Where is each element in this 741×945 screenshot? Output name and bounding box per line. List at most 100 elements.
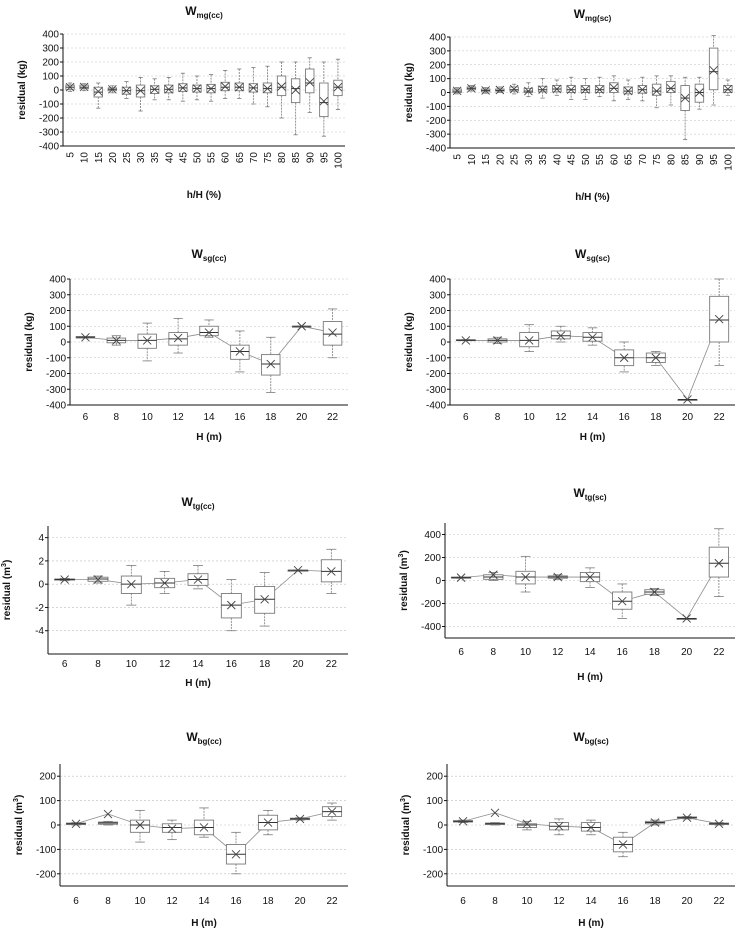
box-90 [694, 76, 705, 110]
chart-title: Wsg(cc) [192, 247, 227, 263]
x-tick-label: 6 [83, 412, 89, 423]
box-iqr [594, 85, 605, 93]
box-60 [220, 70, 230, 99]
y-tick-label: -200 [421, 599, 441, 610]
mean-marker-b [521, 572, 530, 582]
mean-marker-b [260, 594, 269, 604]
y-tick-label: 0 [437, 821, 443, 832]
mean-marker-b [71, 819, 81, 829]
chart-title-main: W [574, 7, 586, 21]
y-tick-label: 100 [426, 796, 443, 807]
box-15 [93, 82, 103, 109]
box-35 [537, 78, 548, 99]
y-tick-label: -300 [426, 385, 446, 396]
box-70 [248, 67, 259, 105]
chart-title-main: W [575, 247, 587, 261]
x-tick-label: 6 [463, 412, 469, 423]
box-16 [612, 831, 634, 858]
mean-marker-b [305, 77, 315, 87]
box-iqr [290, 78, 301, 104]
mean-marker-b [595, 85, 604, 95]
y-axis-label: residual (m3) [13, 795, 25, 856]
y-tick-label: 400 [429, 33, 446, 44]
mean-marker-b [509, 84, 519, 94]
y-tick-label: 400 [429, 275, 446, 286]
box-iqr [230, 344, 250, 360]
box-14 [187, 565, 209, 590]
box-20 [291, 321, 312, 331]
box-60 [609, 75, 619, 102]
x-tick-label: 40 [164, 152, 175, 164]
x-tick-label: 15 [94, 152, 105, 164]
x-tick-label: 75 [263, 152, 274, 164]
x-tick-label: 8 [105, 896, 111, 907]
y-axis-label-text: residual (kg) [17, 60, 28, 119]
mean-marker-b [178, 83, 188, 93]
mean-marker-b [682, 614, 691, 623]
x-tick-label: 22 [326, 896, 338, 907]
mean-marker-b [467, 84, 476, 93]
box-iqr [708, 546, 730, 578]
mean-marker-b [650, 587, 659, 597]
mean-marker-b [552, 84, 562, 94]
x-tick-label: 6 [460, 896, 466, 907]
y-tick-label: -200 [36, 869, 56, 880]
box-40 [164, 77, 174, 101]
box-22 [321, 802, 343, 821]
y-axis-label-text: residual (m [399, 557, 410, 610]
box-10 [515, 555, 536, 593]
x-tick-label: 50 [192, 152, 203, 164]
mean-marker-b [167, 824, 177, 833]
x-tick-label: 20 [292, 659, 304, 670]
mean-marker-b [291, 85, 300, 95]
box-75 [262, 65, 273, 108]
x-tick-label: 100 [723, 154, 734, 171]
box-16 [225, 831, 247, 875]
mean-marker-b [619, 353, 629, 363]
x-tick-label: 6 [458, 647, 464, 658]
mean-marker-b [277, 82, 286, 91]
y-axis-label-superscript: 3 [1, 563, 8, 567]
x-tick-label: 15 [481, 154, 492, 166]
box-8 [87, 575, 109, 584]
chart-title-subscript: sg(sc) [586, 254, 610, 263]
x-tick-label: 10 [126, 659, 138, 670]
y-axis-label-close: ) [2, 560, 13, 563]
mean-marker-b [160, 578, 169, 588]
box-50 [192, 75, 202, 101]
box-20 [287, 565, 309, 575]
x-tick-label: 45 [178, 152, 189, 164]
y-tick-label: 400 [49, 275, 66, 286]
x-tick-label: 20 [296, 412, 308, 423]
mean-marker-b [142, 336, 152, 345]
chart-title-subscript: tg(sc) [585, 493, 607, 502]
mean-marker-b [714, 558, 724, 568]
x-tick-label: 35 [538, 154, 549, 166]
x-tick-label: 18 [259, 659, 271, 670]
x-tick-label: 16 [617, 647, 629, 658]
mean-marker-b [617, 596, 627, 606]
y-axis-label: residual (m3) [1, 560, 13, 621]
y-tick-label: 0 [50, 821, 56, 832]
x-tick-label: 22 [327, 412, 339, 423]
x-tick-label: 70 [638, 154, 649, 166]
x-axis-label: H (m) [191, 918, 217, 929]
y-tick-label: 0 [435, 576, 441, 587]
mean-marker-b [79, 82, 89, 92]
box-45 [178, 72, 188, 102]
y-axis-label-superscript: 3 [400, 798, 407, 802]
box-85 [680, 76, 690, 141]
x-tick-label: 10 [524, 412, 536, 423]
x-tick-label: 35 [150, 152, 161, 164]
mean-marker-b [651, 353, 661, 363]
x-tick-label: 10 [467, 154, 478, 166]
x-tick-label: 95 [709, 154, 720, 166]
x-axis-label: H (m) [185, 678, 211, 689]
box-22 [320, 548, 342, 594]
box-5 [452, 86, 462, 96]
x-tick-label: 10 [520, 647, 532, 658]
x-tick-label: 22 [713, 896, 725, 907]
y-tick-label: 200 [49, 306, 66, 317]
box-15 [480, 86, 491, 95]
